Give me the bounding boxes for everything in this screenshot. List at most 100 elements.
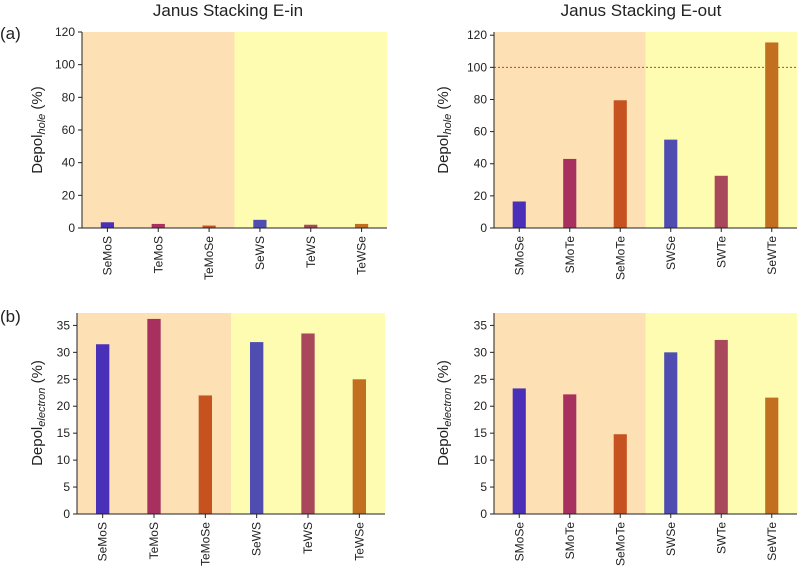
y-axis-label-unit: (%) [435, 360, 452, 388]
y-tick-label: 20 [62, 188, 76, 202]
y-tick-label: 30 [57, 345, 71, 359]
x-tick-label: SWTe [714, 236, 728, 268]
bar-temos [151, 223, 165, 228]
x-tick-label: SeWS [253, 236, 267, 270]
y-axis-label: Depolelectron (%) [29, 360, 48, 466]
x-tick-label: SWSe [664, 236, 678, 270]
bar-tews [304, 224, 318, 228]
y-axis-label-subscript: hole [36, 114, 48, 135]
x-tick-label: TeMoS [151, 236, 165, 273]
x-tick-label: TeWS [301, 522, 315, 554]
y-tick-label: 30 [474, 345, 488, 359]
x-tick-label: SeWS [250, 522, 264, 556]
bar-semote [613, 100, 627, 228]
y-axis-label-unit: (%) [435, 86, 452, 114]
bar-sews [253, 219, 267, 228]
y-tick-label: 60 [62, 123, 76, 137]
y-axis-label-subscript: electron [442, 388, 454, 427]
x-tick-label: SeMoTe [613, 522, 627, 566]
y-tick-label: 10 [474, 453, 488, 467]
bar-swte [714, 339, 728, 514]
y-axis-label: Depolelectron (%) [435, 360, 454, 466]
bar-semos [95, 344, 110, 514]
panel-tag-b: (b) [0, 307, 21, 326]
y-tick-label: 80 [474, 92, 488, 106]
x-tick-label: SeWTe [765, 522, 779, 561]
y-tick-label: 120 [467, 28, 487, 42]
y-tick-label: 60 [474, 125, 488, 139]
y-tick-label: 100 [467, 60, 487, 74]
y-tick-label: 0 [63, 507, 70, 521]
x-tick-label: SWSe [664, 522, 678, 556]
y-tick-label: 80 [62, 90, 76, 104]
y-axis-label-main: Depol [435, 427, 452, 466]
y-tick-label: 120 [55, 25, 75, 39]
x-tick-label: SMoTe [563, 522, 577, 560]
y-axis-label-main: Depol [29, 427, 46, 466]
y-tick-label: 0 [480, 507, 487, 521]
bar-swse [664, 352, 678, 514]
y-axis-label-unit: (%) [29, 86, 46, 114]
bar-temos [147, 318, 161, 514]
chart-depol-electron-e-in: 0 5 10 15 20 25 30 35 SeMoS TeMoS TeMoSe SeWS TeWS Te… [29, 313, 385, 566]
y-axis-label: Depolhole (%) [29, 86, 48, 174]
x-tick-label: SeMoS [96, 522, 110, 561]
bar-smote [563, 394, 577, 514]
y-tick-label: 15 [474, 426, 488, 440]
x-tick-label: TeMoSe [202, 236, 216, 280]
y-axis-label-subscript: electron [36, 388, 48, 427]
x-tick-label: TeWS [304, 236, 318, 268]
column-title-left: Janus Stacking E-in [153, 1, 303, 20]
y-tick-label: 20 [57, 399, 71, 413]
column-title-right: Janus Stacking E-out [561, 1, 722, 20]
y-axis-label-main: Depol [29, 135, 46, 174]
y-axis-label: Depolhole (%) [435, 86, 454, 174]
y-tick-label: 35 [57, 318, 71, 332]
x-tick-label: SMoSe [512, 236, 526, 276]
bar-smose [512, 388, 526, 514]
x-tick-label: TeMoS [147, 522, 161, 559]
region-w-based [234, 32, 387, 228]
y-axis-label-unit: (%) [29, 360, 46, 388]
x-tick-label: SeWTe [765, 236, 779, 275]
x-tick-label: TeWSe [355, 236, 369, 275]
bar-smose [512, 201, 526, 228]
bar-sewte [765, 397, 779, 514]
x-tick-label: SeMoTe [613, 236, 627, 280]
y-tick-label: 15 [57, 426, 71, 440]
y-tick-label: 100 [55, 58, 75, 72]
y-tick-label: 35 [474, 318, 488, 332]
y-tick-label: 0 [68, 221, 75, 235]
y-axis-label-main: Depol [435, 135, 452, 174]
y-tick-label: 40 [62, 156, 76, 170]
y-tick-label: 40 [474, 157, 488, 171]
chart-depol-electron-e-out: 0 5 10 15 20 25 30 35 SMoSe SMoTe SeMoTe SWSe SWTe Se… [435, 313, 797, 566]
region-mo-based [82, 32, 235, 228]
y-tick-label: 20 [474, 189, 488, 203]
bar-temose [202, 225, 216, 228]
x-tick-label: SMoSe [512, 522, 526, 562]
x-tick-label: TeMoSe [198, 522, 212, 566]
x-tick-label: TeWSe [352, 522, 366, 561]
y-tick-label: 5 [480, 480, 487, 494]
panel-tag-a: (a) [0, 24, 21, 43]
bar-sewte [765, 42, 779, 228]
y-tick-label: 20 [474, 399, 488, 413]
y-tick-label: 5 [63, 480, 70, 494]
bar-swse [664, 139, 678, 228]
bar-tewse [352, 379, 367, 514]
bar-tewse [354, 223, 369, 228]
x-tick-label: SMoTe [563, 236, 577, 274]
y-tick-label: 10 [57, 453, 71, 467]
bar-semos [100, 222, 115, 228]
x-tick-label: SWTe [714, 522, 728, 554]
chart-depol-hole-e-in: 0 20 40 60 80 100 120 SeMoS TeMoS TeMoSe SeWS TeWS T… [29, 25, 387, 280]
y-tick-label: 25 [57, 372, 71, 386]
bar-swte [714, 175, 728, 228]
y-tick-label: 25 [474, 372, 488, 386]
x-tick-label: SeMoS [100, 236, 114, 275]
bar-semote [613, 434, 627, 514]
bar-smote [563, 158, 577, 228]
bar-sews [249, 342, 264, 514]
